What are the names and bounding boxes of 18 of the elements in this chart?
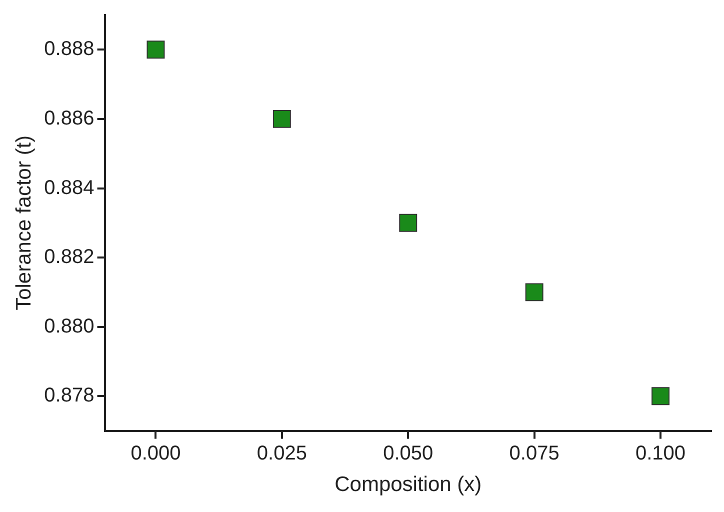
point bbox=[272, 110, 291, 128]
point bbox=[652, 387, 670, 406]
y-tick-label: 0.888 bbox=[44, 38, 94, 60]
point bbox=[525, 283, 544, 302]
y-tick-label: 0.882 bbox=[44, 246, 94, 268]
x-tick-label: 0.025 bbox=[256, 442, 307, 464]
y-axis-title: Tolerance factor (t) bbox=[12, 135, 36, 310]
x-tick-label: 0.075 bbox=[509, 442, 560, 464]
x-tick-label: 0.100 bbox=[635, 442, 686, 464]
point bbox=[399, 214, 418, 232]
x-tick-label: 0.050 bbox=[383, 442, 434, 464]
y-tick-label: 0.886 bbox=[44, 107, 94, 130]
y-tick-label: 0.880 bbox=[44, 315, 94, 338]
point bbox=[146, 40, 165, 59]
x-axis-title: Composition (x) bbox=[334, 473, 482, 496]
y-tick-label: 0.884 bbox=[44, 176, 94, 199]
x-tick-label: 0.000 bbox=[130, 442, 181, 464]
y-tick-label: 0.878 bbox=[44, 384, 94, 407]
